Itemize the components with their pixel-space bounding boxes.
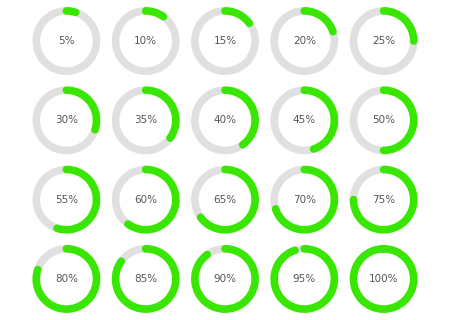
Text: 35%: 35% — [134, 115, 157, 125]
Text: 25%: 25% — [372, 36, 395, 46]
Text: 45%: 45% — [293, 115, 316, 125]
Text: 50%: 50% — [372, 115, 395, 125]
Text: 15%: 15% — [213, 36, 237, 46]
Text: 40%: 40% — [213, 115, 237, 125]
Text: 75%: 75% — [372, 195, 395, 205]
Text: 55%: 55% — [55, 195, 78, 205]
Text: 5%: 5% — [58, 36, 75, 46]
Text: 90%: 90% — [213, 274, 237, 284]
Text: 65%: 65% — [213, 195, 237, 205]
Text: 95%: 95% — [293, 274, 316, 284]
Text: 70%: 70% — [293, 195, 316, 205]
Text: 80%: 80% — [55, 274, 78, 284]
Text: 20%: 20% — [293, 36, 316, 46]
Text: 85%: 85% — [134, 274, 157, 284]
Text: 60%: 60% — [134, 195, 157, 205]
Text: 10%: 10% — [134, 36, 157, 46]
Text: 100%: 100% — [369, 274, 398, 284]
Text: 30%: 30% — [55, 115, 78, 125]
